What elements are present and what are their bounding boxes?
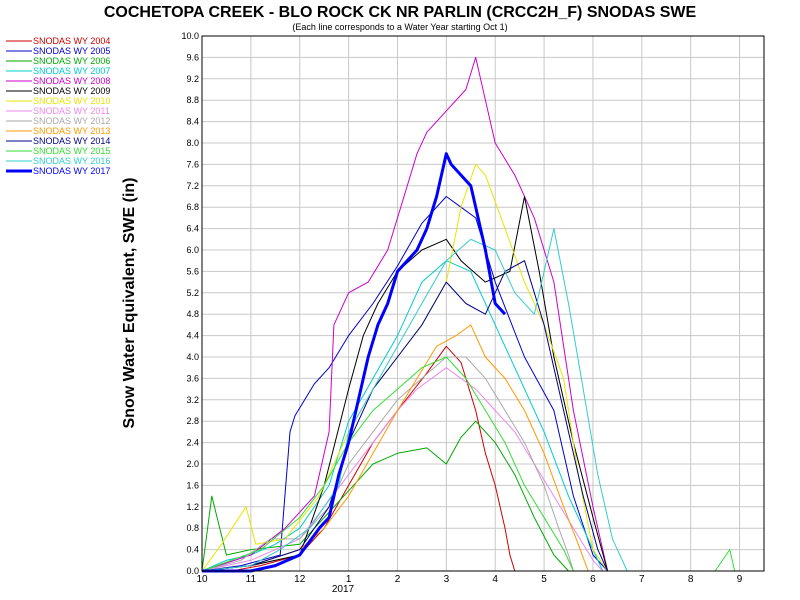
series-line-8	[201, 367, 604, 572]
y-tick-label: 3.6	[186, 373, 199, 383]
x-tick-label: 3	[444, 574, 450, 585]
series-line-11	[201, 260, 609, 572]
x-tick-label: 1	[346, 574, 352, 585]
y-tick-label: 1.2	[186, 502, 199, 512]
y-tick-label: 0.4	[186, 545, 199, 555]
y-tick-label: 5.2	[186, 288, 199, 298]
plot-frame	[201, 35, 765, 572]
x-tick-label: 12	[294, 574, 306, 585]
legend-label: SNODAS WY 2006	[33, 56, 110, 66]
legend-label: SNODAS WY 2011	[33, 106, 110, 116]
x-tick-label: 11	[246, 574, 257, 585]
y-tick-label: 7.6	[186, 159, 199, 169]
y-tick-label: 1.6	[186, 480, 199, 490]
y-tick-label: 9.2	[186, 74, 199, 84]
y-tick-label: 2.0	[186, 459, 199, 469]
series-line-4	[201, 260, 604, 572]
legend-label: SNODAS WY 2009	[33, 86, 110, 96]
x-tick-label: 5	[541, 574, 547, 585]
y-tick-label: 9.6	[186, 52, 199, 62]
y-axis-label: Snow Water Equivalent, SWE (in)	[121, 178, 138, 429]
axis-ticks: 0.0 0.4 0.8 1.2 1.6 2.0 2.4 2.8 3.2 3.6 4.0 4.4 4.8 5…	[181, 31, 742, 585]
legend-label: SNODAS WY 2016	[33, 156, 110, 166]
y-tick-label: 6.8	[186, 202, 199, 212]
series-line-1	[202, 345, 516, 572]
legend-label: SNODAS WY 2013	[33, 126, 110, 136]
y-tick-label: 10.0	[181, 31, 199, 41]
x-tick-label: 7	[639, 574, 645, 585]
legend-label: SNODAS WY 2015	[33, 146, 110, 156]
x-tick-label: 6	[590, 574, 596, 585]
y-tick-label: 5.6	[186, 266, 199, 276]
series-lines	[201, 56, 736, 573]
legend-label: SNODAS WY 2017	[33, 166, 110, 176]
legend-label: SNODAS WY 2014	[33, 136, 110, 146]
y-tick-label: 4.0	[186, 352, 199, 362]
y-tick-label: 4.8	[186, 309, 199, 319]
legend-label: SNODAS WY 2005	[33, 46, 110, 56]
y-tick-label: 2.4	[186, 438, 199, 448]
series-line-3	[201, 420, 569, 572]
y-tick-label: 6.4	[186, 224, 199, 234]
x-tick-label: 9	[737, 574, 743, 585]
legend-label: SNODAS WY 2004	[33, 36, 110, 46]
series-line-10	[201, 324, 589, 572]
y-tick-label: 4.4	[186, 331, 199, 341]
series-line-12	[201, 356, 736, 572]
series-line-7	[201, 163, 609, 572]
legend-label: SNODAS WY 2008	[33, 76, 110, 86]
y-tick-label: 2.8	[186, 416, 199, 426]
y-tick-label: 8.4	[186, 117, 199, 127]
legend-label: SNODAS WY 2012	[33, 116, 110, 126]
x-tick-label: 8	[688, 574, 694, 585]
x-year-label: 2017	[332, 584, 355, 595]
legend-label: SNODAS WY 2010	[33, 96, 110, 106]
grid	[201, 35, 764, 572]
y-tick-label: 3.2	[186, 395, 199, 405]
y-tick-label: 7.2	[186, 181, 199, 191]
x-tick-label: 2	[395, 574, 401, 585]
legend-label: SNODAS WY 2007	[33, 66, 110, 76]
y-tick-label: 6.0	[186, 245, 199, 255]
chart-subtitle: (Each line corresponds to a Water Year s…	[292, 22, 507, 32]
series-line-14	[202, 152, 507, 573]
y-tick-label: 8.0	[186, 138, 199, 148]
chart-title: COCHETOPA CREEK - BLO ROCK CK NR PARLIN …	[104, 4, 697, 21]
x-tick-label: 4	[492, 574, 498, 585]
x-tick-label: 10	[196, 574, 208, 585]
series-line-2	[201, 196, 608, 572]
y-tick-label: 0.0	[186, 566, 199, 576]
y-tick-label: 0.8	[186, 523, 199, 533]
series-line-5	[201, 56, 609, 572]
y-tick-label: 8.8	[186, 95, 199, 105]
series-line-13	[201, 228, 628, 572]
